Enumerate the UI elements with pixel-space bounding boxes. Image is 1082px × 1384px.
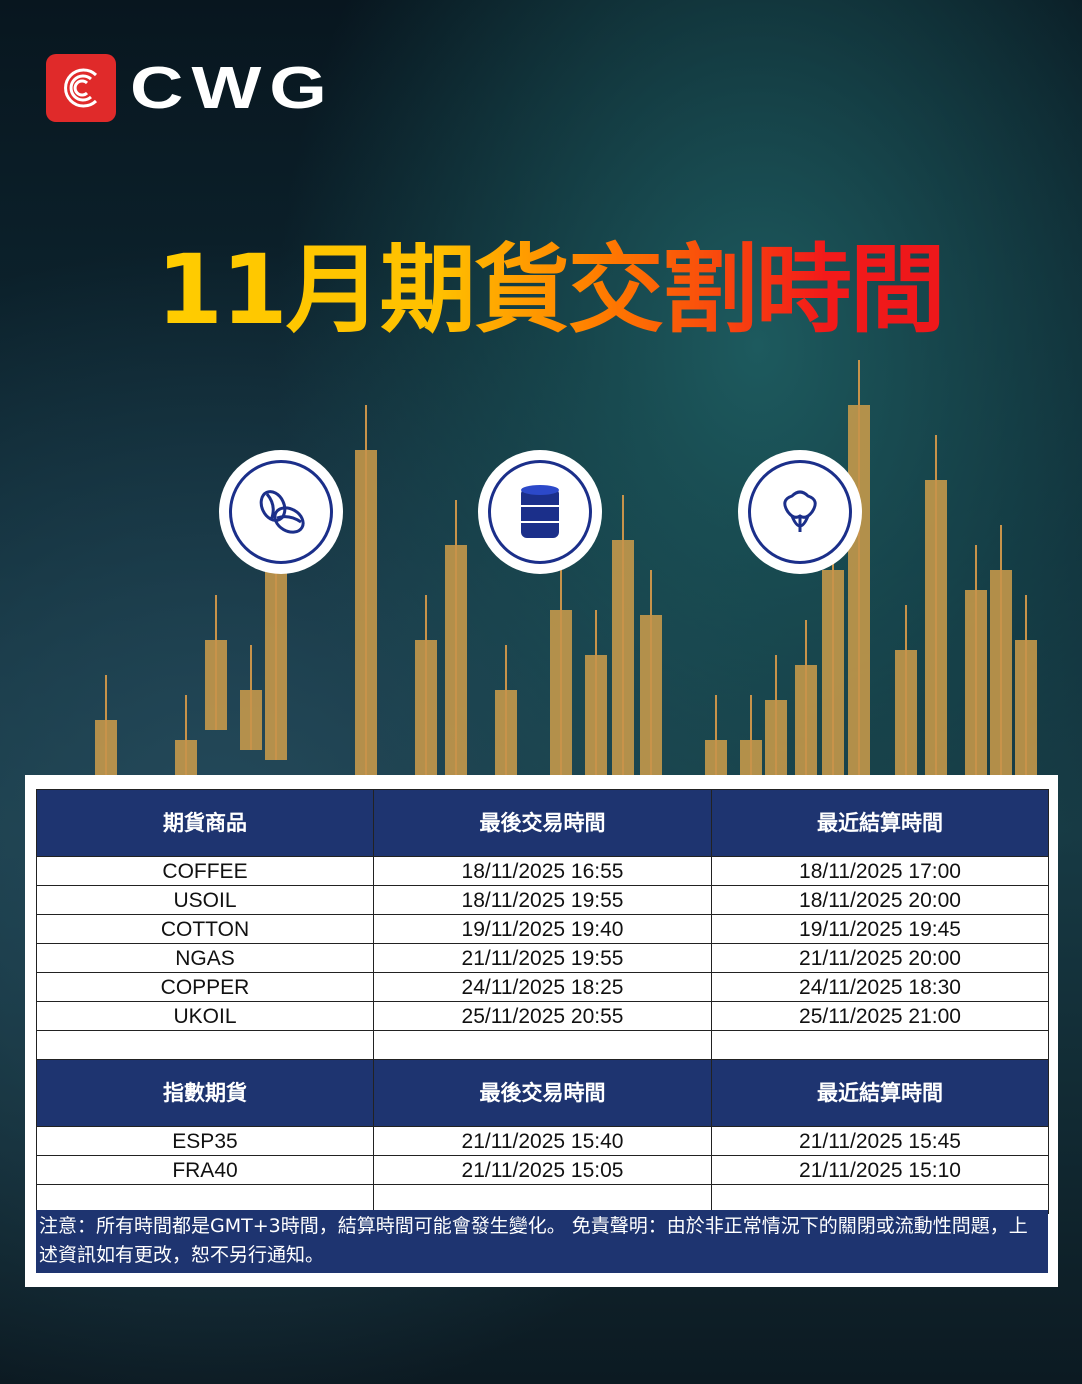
column-header: 最後交易時間	[373, 789, 712, 857]
table-row: UKOIL 25/11/2025 20:55 25/11/2025 21:00	[36, 1001, 1049, 1031]
page-title: 11月期貨交割時間	[0, 212, 1082, 351]
futures-table: 期貨商品 最後交易時間 最近結算時間 COFFEE 18/11/2025 16:55 18…	[36, 789, 1049, 1214]
empty-cell	[373, 1030, 712, 1060]
table-row: ESP35 21/11/2025 15:40 21/11/2025 15:45	[36, 1126, 1049, 1156]
table-cell: NGAS	[36, 943, 374, 973]
table-cell: 21/11/2025 15:05	[373, 1155, 712, 1185]
table-cell: 21/11/2025 20:00	[711, 943, 1049, 973]
column-header: 最近結算時間	[711, 1059, 1049, 1127]
table-cell: UKOIL	[36, 1001, 374, 1031]
logo-mark-icon	[46, 54, 116, 122]
table-row: COTTON 19/11/2025 19:40 19/11/2025 19:45	[36, 914, 1049, 944]
oil-barrel-icon	[478, 450, 602, 574]
table-cell: 21/11/2025 15:45	[711, 1126, 1049, 1156]
cwg-logo: CWG	[46, 51, 335, 125]
disclaimer-note: 注意：所有時間都是GMT+3時間，結算時間可能會發生變化。 免責聲明：由於非正常…	[36, 1210, 1048, 1273]
table-row: USOIL 18/11/2025 19:55 18/11/2025 20:00	[36, 885, 1049, 915]
table-cell: 25/11/2025 21:00	[711, 1001, 1049, 1031]
table-cell: 21/11/2025 19:55	[373, 943, 712, 973]
table-header-row: 指數期貨 最後交易時間 最近結算時間	[36, 1059, 1049, 1127]
table-row: COPPER 24/11/2025 18:25 24/11/2025 18:30	[36, 972, 1049, 1002]
table-cell: ESP35	[36, 1126, 374, 1156]
column-header: 最後交易時間	[373, 1059, 712, 1127]
table-cell: FRA40	[36, 1155, 374, 1185]
table-cell: 18/11/2025 16:55	[373, 856, 712, 886]
empty-row	[36, 1030, 1049, 1060]
empty-cell	[36, 1030, 374, 1060]
table-row: NGAS 21/11/2025 19:55 21/11/2025 20:00	[36, 943, 1049, 973]
coffee-beans-icon	[219, 450, 343, 574]
table-cell: 24/11/2025 18:30	[711, 972, 1049, 1002]
table-cell: 25/11/2025 20:55	[373, 1001, 712, 1031]
empty-cell	[711, 1030, 1049, 1060]
table-cell: 18/11/2025 19:55	[373, 885, 712, 915]
table-cell: COTTON	[36, 914, 374, 944]
column-header: 指數期貨	[36, 1059, 374, 1127]
table-cell: USOIL	[36, 885, 374, 915]
table-cell: 19/11/2025 19:45	[711, 914, 1049, 944]
table-cell: 18/11/2025 17:00	[711, 856, 1049, 886]
cotton-icon	[738, 450, 862, 574]
table-row: COFFEE 18/11/2025 16:55 18/11/2025 17:00	[36, 856, 1049, 886]
table-cell: 24/11/2025 18:25	[373, 972, 712, 1002]
table-cell: 21/11/2025 15:40	[373, 1126, 712, 1156]
table-cell: COPPER	[36, 972, 374, 1002]
column-header: 最近結算時間	[711, 789, 1049, 857]
schedule-card: 期貨商品 最後交易時間 最近結算時間 COFFEE 18/11/2025 16:55 18…	[25, 775, 1058, 1287]
column-header: 期貨商品	[36, 789, 374, 857]
table-cell: 18/11/2025 20:00	[711, 885, 1049, 915]
table-header-row: 期貨商品 最後交易時間 最近結算時間	[36, 789, 1049, 857]
table-cell: COFFEE	[36, 856, 374, 886]
brand-name: CWG	[130, 54, 335, 121]
table-cell: 21/11/2025 15:10	[711, 1155, 1049, 1185]
table-row: FRA40 21/11/2025 15:05 21/11/2025 15:10	[36, 1155, 1049, 1185]
table-cell: 19/11/2025 19:40	[373, 914, 712, 944]
